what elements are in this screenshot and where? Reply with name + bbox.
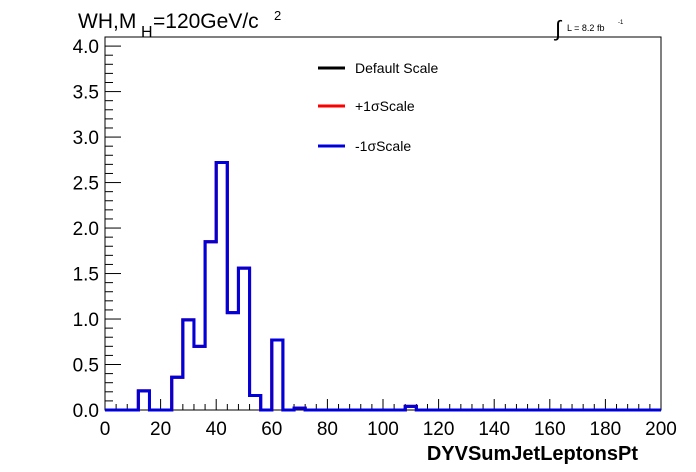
x-tick-label: 40 <box>206 419 227 440</box>
lumi-integral-symbol: ∫ <box>553 16 563 41</box>
x-tick-label: 180 <box>590 419 622 440</box>
x-tick-label: 120 <box>423 419 455 440</box>
legend-label-2: -1σScale <box>355 138 411 154</box>
chart-title-main: WH,M <box>78 10 136 33</box>
x-tick-label: 80 <box>317 419 338 440</box>
lumi-superscript: -1 <box>618 20 624 26</box>
series-line-0 <box>105 161 661 412</box>
y-tick-label: 0.5 <box>73 356 99 377</box>
chart-title-rest: =120GeV/c <box>153 10 259 33</box>
y-tick-label: 0.0 <box>73 401 99 422</box>
y-tick-label: 1.0 <box>73 310 99 331</box>
chart-title-superscript: 2 <box>274 8 281 23</box>
x-tick-label: 200 <box>645 419 677 440</box>
y-tick-label: 2.5 <box>73 174 99 195</box>
x-tick-label: 0 <box>100 419 111 440</box>
y-tick-label: 4.0 <box>73 37 99 58</box>
x-axis-label: DYVSumJetLeptonsPt <box>427 443 638 465</box>
y-tick-label: 1.5 <box>73 265 99 286</box>
series-layer <box>105 161 661 412</box>
x-tick-label: 160 <box>534 419 566 440</box>
x-tick-label: 20 <box>150 419 171 440</box>
x-axis: 0 20 40 60 80 100 120 140 160 180 200 <box>100 399 677 440</box>
x-tick-label: 140 <box>478 419 510 440</box>
legend-label-0: Default Scale <box>355 60 438 76</box>
series-line-1 <box>105 161 661 412</box>
y-tick-label: 3.0 <box>73 128 99 149</box>
lumi-text: L = 8.2 fb <box>567 23 604 33</box>
chart-title-subscript: H <box>141 24 153 41</box>
y-tick-label: 3.5 <box>73 83 99 104</box>
plot-frame <box>104 36 662 411</box>
y-tick-label: 2.0 <box>73 219 99 240</box>
y-axis: 0.0 0.5 1.0 1.5 2.0 2.5 3.0 3.5 4.0 <box>73 36 121 422</box>
x-tick-label: 60 <box>261 419 282 440</box>
legend: Default Scale +1σScale -1σScale <box>318 60 438 154</box>
legend-label-1: +1σScale <box>355 98 415 114</box>
series-line-2 <box>105 161 661 412</box>
x-tick-label: 100 <box>367 419 399 440</box>
